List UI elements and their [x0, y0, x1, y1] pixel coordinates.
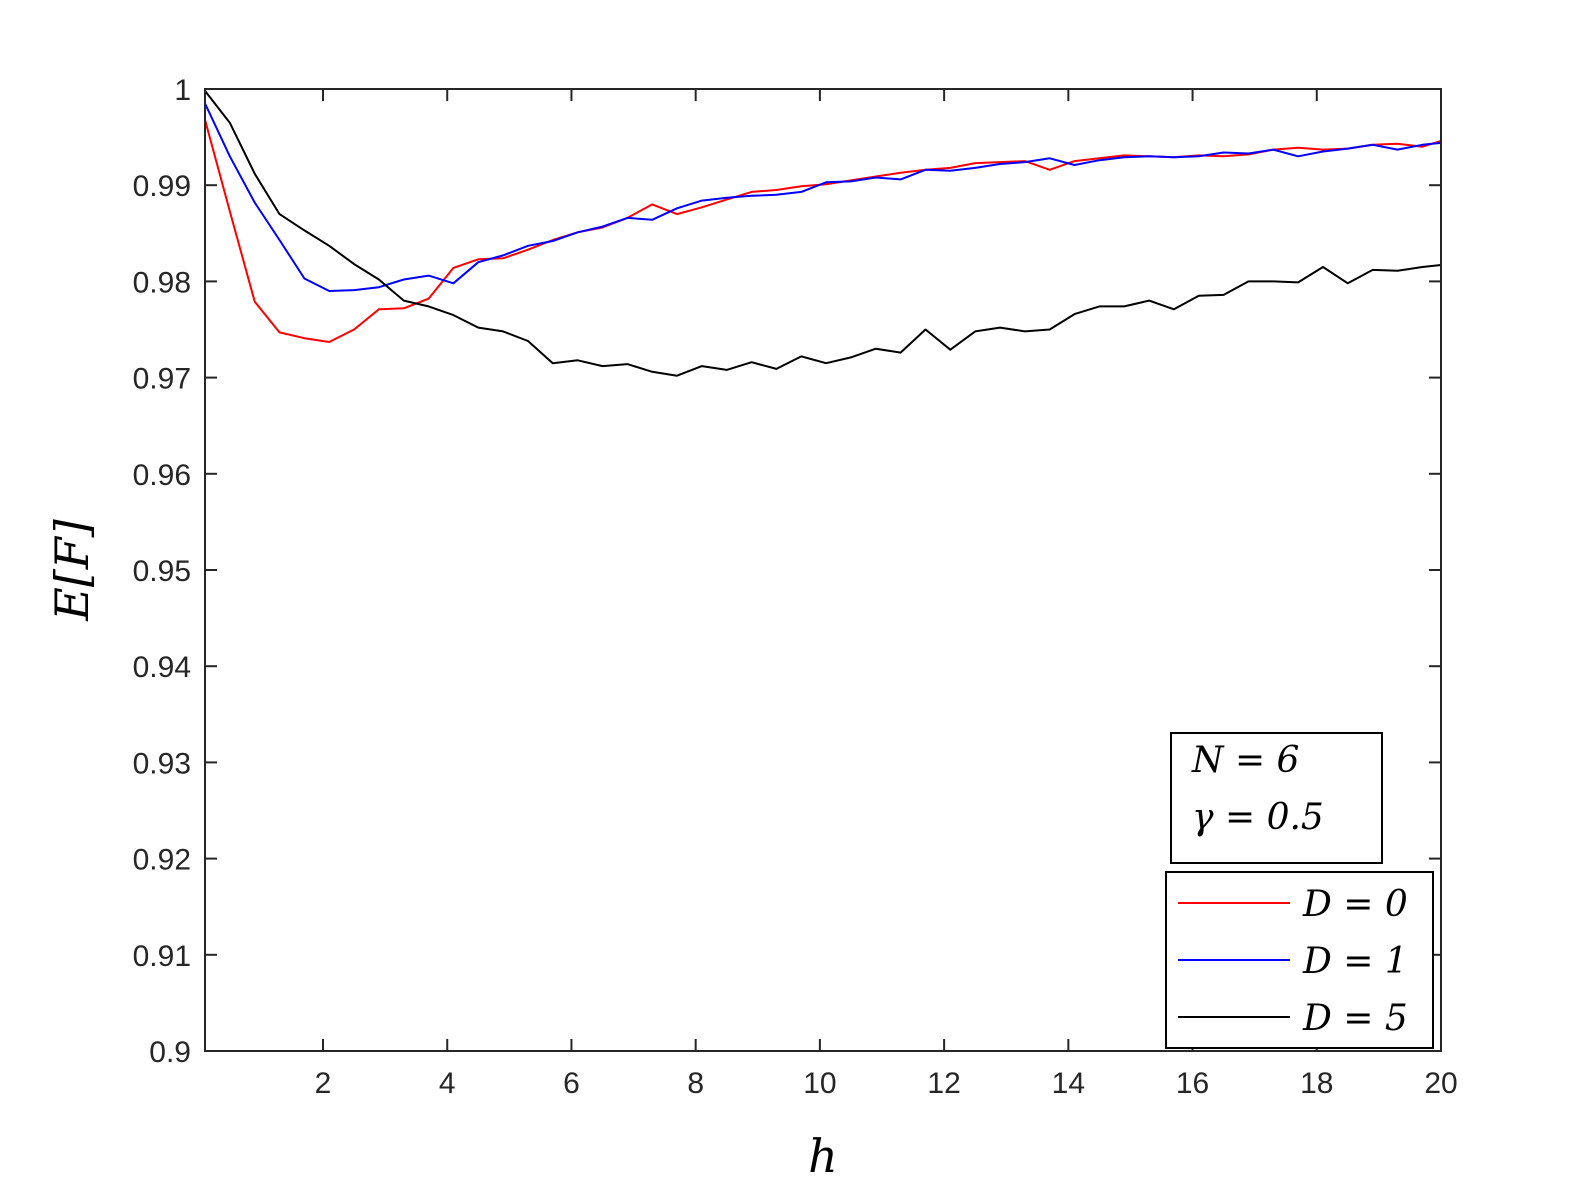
x-tick-label: 12	[927, 1067, 960, 1100]
y-tick-label: 0.97	[133, 363, 191, 396]
x-tick-label: 6	[563, 1067, 580, 1100]
y-tick-label: 0.92	[133, 844, 191, 877]
annotation-box: N = 6 γ = 0.5	[1170, 732, 1383, 864]
x-tick-label: 4	[439, 1067, 456, 1100]
x-tick-labels: 2 4 6 8 10 12 14 16 18 20	[315, 1067, 1458, 1100]
y-tick-label: 0.98	[133, 266, 191, 299]
series-layer	[204, 90, 1442, 377]
y-tick-labels: 0.9 0.91 0.92 0.93 0.94 0.95 0.96 0.97 0.98 0.99 1	[133, 74, 191, 1069]
y-tick-label: 0.93	[133, 747, 191, 780]
series-line-2	[204, 90, 1442, 377]
x-tick-label: 20	[1424, 1067, 1457, 1100]
y-tick-label: 0.95	[133, 555, 191, 588]
y-tick-label: 0.9	[149, 1036, 191, 1069]
x-axis-label: h	[808, 1129, 838, 1183]
x-tick-label: 14	[1052, 1067, 1085, 1100]
y-tick-label: 0.91	[133, 940, 191, 973]
x-tick-label: 18	[1300, 1067, 1333, 1100]
ticks-layer	[205, 88, 1442, 1052]
y-axis-label: E[F]	[45, 519, 99, 621]
x-tick-label: 8	[687, 1067, 704, 1100]
legend: D = 0 D = 1 D = 5	[1165, 871, 1434, 1049]
legend-label-d0: D = 0	[1302, 884, 1408, 925]
legend-label-d5: D = 5	[1302, 998, 1408, 1039]
series-line-1	[204, 102, 1442, 292]
y-tick-label: 0.99	[133, 170, 191, 203]
series-line-0	[204, 119, 1442, 343]
x-tick-label: 10	[803, 1067, 836, 1100]
annotation-line-gamma: γ = 0.5	[1192, 797, 1324, 838]
x-tick-label: 16	[1176, 1067, 1209, 1100]
annotation-frame	[1170, 732, 1383, 864]
y-tick-label: 0.94	[133, 651, 191, 684]
x-tick-label: 2	[315, 1067, 332, 1100]
legend-label-d1: D = 1	[1302, 941, 1408, 982]
annotation-line-n: N = 6	[1191, 740, 1299, 781]
y-tick-label: 0.96	[133, 459, 191, 492]
y-tick-label: 1	[174, 74, 191, 107]
